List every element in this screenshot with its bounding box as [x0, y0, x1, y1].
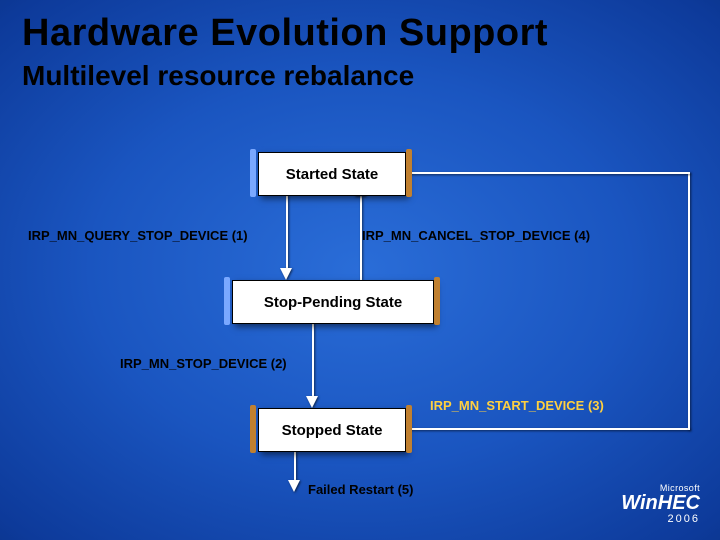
state-bracket	[406, 149, 412, 197]
slide-title: Hardware Evolution Support	[22, 12, 548, 55]
edge-segment	[312, 322, 314, 398]
state-bracket	[224, 277, 230, 325]
state-bracket	[250, 149, 256, 197]
state-stop-pending: Stop-Pending State	[232, 280, 434, 324]
edge-segment	[294, 450, 296, 482]
edge-arrowhead	[288, 480, 300, 492]
footer-year: 2006	[621, 514, 700, 526]
edge-arrowhead	[280, 268, 292, 280]
edge-segment	[286, 194, 288, 270]
edge-label: IRP_MN_CANCEL_STOP_DEVICE (4)	[362, 228, 590, 243]
state-started: Started State	[258, 152, 406, 196]
edge-segment	[404, 428, 690, 430]
state-stopped: Stopped State	[258, 408, 406, 452]
edge-segment	[406, 172, 690, 174]
edge-label: IRP_MN_QUERY_STOP_DEVICE (1)	[28, 228, 248, 243]
state-bracket	[434, 277, 440, 325]
edge-arrowhead	[306, 396, 318, 408]
edge-segment	[688, 172, 690, 430]
edge-label: IRP_MN_START_DEVICE (3)	[430, 398, 604, 413]
slide-subtitle: Multilevel resource rebalance	[22, 60, 414, 92]
state-bracket	[406, 405, 412, 453]
edge-label: IRP_MN_STOP_DEVICE (2)	[120, 356, 287, 371]
state-bracket	[250, 405, 256, 453]
footer-logo: Microsoft WinHEC 2006	[621, 484, 700, 526]
edge-label: Failed Restart (5)	[308, 482, 413, 497]
footer-product: WinHEC	[621, 493, 700, 514]
